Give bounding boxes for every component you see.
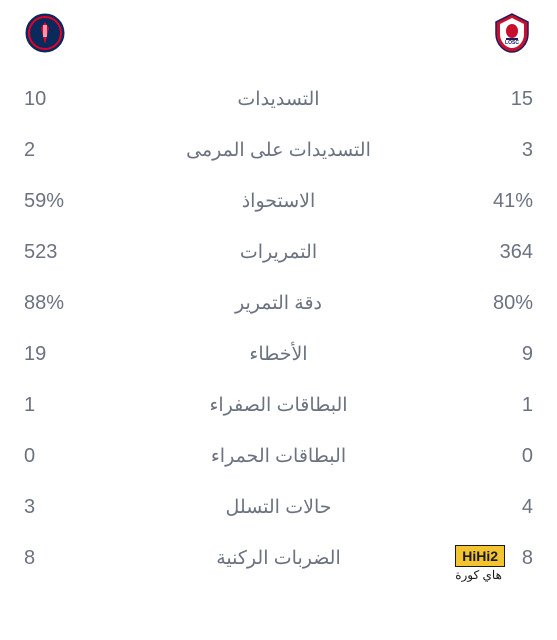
stat-row: 0 البطاقات الحمراء 0 [24,431,533,482]
team-right-logo: LOSC [491,12,533,54]
svg-text:LOSC: LOSC [505,40,519,46]
stat-right-value: 9 [433,343,533,366]
stat-right-value: 3 [433,139,533,162]
stat-right-value: 4 [433,496,533,519]
stat-left-value: 0 [24,445,124,468]
lille-logo-icon: LOSC [491,12,533,54]
stat-left-value: 10 [24,88,124,111]
stat-row: 3 حالات التسلل 4 [24,482,533,533]
stat-label: البطاقات الصفراء [124,394,433,417]
stat-left-value: 2 [24,139,124,162]
stat-label: حالات التسلل [124,496,433,519]
watermark-subtitle: هاي كورة [455,568,502,582]
stat-left-value: 8 [24,547,124,570]
stat-left-value: 523 [24,241,124,264]
stat-right-value: 41% [433,190,533,213]
stat-row: 1 البطاقات الصفراء 1 [24,380,533,431]
stat-label: البطاقات الحمراء [124,445,433,468]
stat-right-value: 15 [433,88,533,111]
stat-row: 10 التسديدات 15 [24,74,533,125]
stat-label: الضربات الركنية [124,547,433,570]
stat-right-value: 0 [433,445,533,468]
stat-row: 88% دقة التمرير 80% [24,278,533,329]
stat-label: الاستحواذ [124,190,433,213]
stat-left-value: 59% [24,190,124,213]
stat-right-value: 364 [433,241,533,264]
stat-label: التمريرات [124,241,433,264]
stat-label: الأخطاء [124,343,433,366]
watermark-brand: HiHi2 [455,545,505,567]
stat-row: 59% الاستحواذ 41% [24,176,533,227]
stat-label: التسديدات على المرمى [124,139,433,162]
team-left-logo [24,12,66,54]
stat-left-value: 3 [24,496,124,519]
psg-logo-icon [24,12,66,54]
stat-label: دقة التمرير [124,292,433,315]
stat-row: 19 الأخطاء 9 [24,329,533,380]
watermark: HiHi2 هاي كورة [455,545,505,582]
stat-left-value: 88% [24,292,124,315]
stat-left-value: 1 [24,394,124,417]
teams-header: LOSC [0,0,557,74]
stat-right-value: 80% [433,292,533,315]
stats-table: 10 التسديدات 15 2 التسديدات على المرمى 3… [0,74,557,584]
stat-label: التسديدات [124,88,433,111]
stat-right-value: 1 [433,394,533,417]
stat-left-value: 19 [24,343,124,366]
stat-row: 2 التسديدات على المرمى 3 [24,125,533,176]
stat-row: 523 التمريرات 364 [24,227,533,278]
